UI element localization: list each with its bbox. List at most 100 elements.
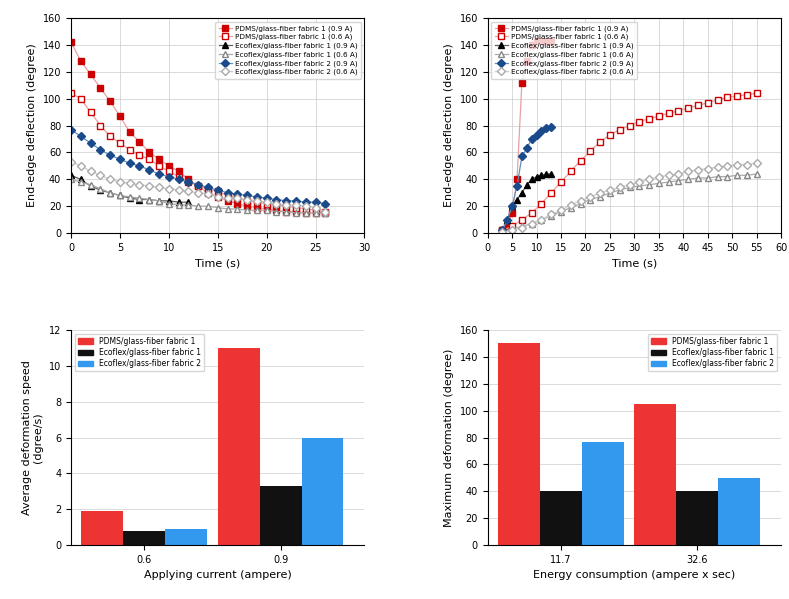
Ecoflex/glass-fiber fabric 1 (0.6 A) (615, 186, 624, 193)
Ecoflex/glass-fiber fabric 1 (0.9 A) (125, 195, 134, 202)
PDMS/glass-fiber fabric 1 (0.6 A) (752, 90, 761, 97)
Y-axis label: End-edge deflection (degree): End-edge deflection (degree) (28, 44, 37, 207)
PDMS/glass-fiber fabric 1 (0.9 A) (291, 208, 301, 215)
Line: Ecoflex/glass-fiber fabric 2 (0.9 A): Ecoflex/glass-fiber fabric 2 (0.9 A) (499, 124, 554, 233)
PDMS/glass-fiber fabric 1 (0.6 A) (222, 192, 232, 199)
Ecoflex/glass-fiber fabric 1 (0.6 A) (164, 200, 174, 207)
Bar (81, 511, 123, 545)
Ecoflex/glass-fiber fabric 1 (0.6 A) (66, 176, 76, 183)
PDMS/glass-fiber fabric 1 (0.9 A) (507, 210, 517, 217)
Ecoflex/glass-fiber fabric 1 (0.9 A) (522, 181, 532, 188)
Ecoflex/glass-fiber fabric 2 (0.9 A) (291, 197, 301, 204)
Ecoflex/glass-fiber fabric 2 (0.9 A) (242, 192, 252, 199)
Ecoflex/glass-fiber fabric 1 (0.9 A) (537, 172, 546, 179)
PDMS/glass-fiber fabric 1 (0.9 A) (517, 79, 526, 86)
PDMS/glass-fiber fabric 1 (0.6 A) (144, 156, 154, 163)
Ecoflex/glass-fiber fabric 2 (0.6 A) (703, 165, 712, 172)
PDMS/glass-fiber fabric 1 (0.9 A) (193, 183, 203, 190)
Ecoflex/glass-fiber fabric 1 (0.6 A) (732, 172, 742, 179)
Ecoflex/glass-fiber fabric 1 (0.6 A) (184, 201, 193, 208)
PDMS/glass-fiber fabric 1 (0.6 A) (320, 208, 330, 215)
Ecoflex/glass-fiber fabric 2 (0.9 A) (311, 199, 320, 206)
PDMS/glass-fiber fabric 1 (0.9 A) (233, 200, 242, 207)
Ecoflex/glass-fiber fabric 2 (0.6 A) (596, 189, 605, 196)
PDMS/glass-fiber fabric 1 (0.9 A) (242, 202, 252, 210)
Ecoflex/glass-fiber fabric 1 (0.9 A) (115, 192, 125, 199)
PDMS/glass-fiber fabric 1 (0.6 A) (537, 200, 546, 207)
Ecoflex/glass-fiber fabric 2 (0.6 A) (723, 162, 732, 170)
Ecoflex/glass-fiber fabric 1 (0.9 A) (532, 173, 541, 180)
PDMS/glass-fiber fabric 1 (0.9 A) (86, 71, 95, 78)
PDMS/glass-fiber fabric 1 (0.6 A) (507, 223, 517, 230)
Ecoflex/glass-fiber fabric 2 (0.6 A) (115, 179, 125, 186)
Ecoflex/glass-fiber fabric 2 (0.9 A) (271, 196, 281, 203)
Ecoflex/glass-fiber fabric 2 (0.6 A) (233, 195, 242, 202)
Ecoflex/glass-fiber fabric 2 (0.9 A) (174, 176, 183, 183)
Ecoflex/glass-fiber fabric 1 (0.6 A) (507, 225, 517, 232)
Bar (540, 491, 582, 545)
Ecoflex/glass-fiber fabric 2 (0.9 A) (532, 131, 541, 138)
PDMS/glass-fiber fabric 1 (0.9 A) (541, 37, 551, 44)
PDMS/glass-fiber fabric 1 (0.6 A) (703, 99, 712, 106)
PDMS/glass-fiber fabric 1 (0.9 A) (503, 223, 512, 230)
Ecoflex/glass-fiber fabric 1 (0.6 A) (703, 174, 712, 181)
Ecoflex/glass-fiber fabric 1 (0.9 A) (527, 176, 537, 183)
Ecoflex/glass-fiber fabric 2 (0.6 A) (556, 207, 566, 214)
PDMS/glass-fiber fabric 1 (0.6 A) (634, 118, 644, 125)
PDMS/glass-fiber fabric 1 (0.6 A) (694, 102, 703, 109)
Ecoflex/glass-fiber fabric 1 (0.6 A) (596, 193, 605, 201)
PDMS/glass-fiber fabric 1 (0.9 A) (311, 210, 320, 217)
PDMS/glass-fiber fabric 1 (0.9 A) (320, 210, 330, 217)
Ecoflex/glass-fiber fabric 2 (0.6 A) (634, 179, 644, 186)
Ecoflex/glass-fiber fabric 1 (0.6 A) (605, 189, 615, 196)
Ecoflex/glass-fiber fabric 2 (0.9 A) (301, 199, 311, 206)
Ecoflex/glass-fiber fabric 1 (0.9 A) (76, 176, 85, 183)
Ecoflex/glass-fiber fabric 1 (0.6 A) (664, 179, 673, 186)
Ecoflex/glass-fiber fabric 1 (0.9 A) (184, 199, 193, 206)
Line: PDMS/glass-fiber fabric 1 (0.9 A): PDMS/glass-fiber fabric 1 (0.9 A) (68, 40, 328, 216)
Ecoflex/glass-fiber fabric 1 (0.9 A) (106, 189, 115, 196)
Y-axis label: Maximum deformation (degree): Maximum deformation (degree) (444, 349, 454, 527)
Line: PDMS/glass-fiber fabric 1 (0.6 A): PDMS/glass-fiber fabric 1 (0.6 A) (499, 90, 760, 233)
Ecoflex/glass-fiber fabric 2 (0.6 A) (213, 193, 222, 201)
PDMS/glass-fiber fabric 1 (0.6 A) (498, 227, 507, 234)
Ecoflex/glass-fiber fabric 1 (0.6 A) (742, 172, 752, 179)
Ecoflex/glass-fiber fabric 2 (0.6 A) (654, 173, 664, 180)
Ecoflex/glass-fiber fabric 1 (0.6 A) (634, 183, 644, 190)
Ecoflex/glass-fiber fabric 2 (0.6 A) (615, 184, 624, 191)
Ecoflex/glass-fiber fabric 2 (0.9 A) (106, 152, 115, 159)
Bar (582, 441, 624, 545)
Ecoflex/glass-fiber fabric 1 (0.9 A) (66, 172, 76, 179)
Ecoflex/glass-fiber fabric 2 (0.9 A) (115, 156, 125, 163)
Y-axis label: Average deformation speed
(dgree/s): Average deformation speed (dgree/s) (22, 360, 43, 515)
Ecoflex/glass-fiber fabric 2 (0.9 A) (155, 170, 164, 177)
Ecoflex/glass-fiber fabric 1 (0.6 A) (262, 207, 271, 214)
Ecoflex/glass-fiber fabric 2 (0.9 A) (233, 190, 242, 198)
Ecoflex/glass-fiber fabric 1 (0.6 A) (654, 180, 664, 187)
Ecoflex/glass-fiber fabric 1 (0.6 A) (694, 174, 703, 181)
PDMS/glass-fiber fabric 1 (0.9 A) (155, 156, 164, 163)
Line: Ecoflex/glass-fiber fabric 1 (0.9 A): Ecoflex/glass-fiber fabric 1 (0.9 A) (499, 171, 554, 233)
Ecoflex/glass-fiber fabric 1 (0.6 A) (115, 192, 125, 199)
Ecoflex/glass-fiber fabric 1 (0.6 A) (712, 173, 722, 180)
PDMS/glass-fiber fabric 1 (0.6 A) (615, 126, 624, 133)
PDMS/glass-fiber fabric 1 (0.9 A) (301, 210, 311, 217)
Ecoflex/glass-fiber fabric 1 (0.9 A) (135, 196, 144, 203)
PDMS/glass-fiber fabric 1 (0.9 A) (512, 176, 522, 183)
Ecoflex/glass-fiber fabric 2 (0.6 A) (222, 195, 232, 202)
Ecoflex/glass-fiber fabric 2 (0.6 A) (301, 202, 311, 210)
PDMS/glass-fiber fabric 1 (0.6 A) (86, 108, 95, 116)
Ecoflex/glass-fiber fabric 2 (0.9 A) (86, 140, 95, 147)
Ecoflex/glass-fiber fabric 1 (0.9 A) (164, 197, 174, 204)
PDMS/glass-fiber fabric 1 (0.9 A) (547, 37, 556, 44)
Ecoflex/glass-fiber fabric 2 (0.6 A) (242, 196, 252, 203)
X-axis label: Applying current (ampere): Applying current (ampere) (144, 570, 292, 580)
Ecoflex/glass-fiber fabric 2 (0.9 A) (522, 145, 532, 152)
Ecoflex/glass-fiber fabric 1 (0.6 A) (625, 184, 634, 191)
Line: Ecoflex/glass-fiber fabric 2 (0.6 A): Ecoflex/glass-fiber fabric 2 (0.6 A) (68, 159, 328, 214)
Ecoflex/glass-fiber fabric 1 (0.9 A) (86, 183, 95, 190)
Ecoflex/glass-fiber fabric 2 (0.6 A) (517, 224, 526, 231)
Ecoflex/glass-fiber fabric 1 (0.6 A) (95, 185, 105, 192)
Ecoflex/glass-fiber fabric 2 (0.9 A) (125, 159, 134, 167)
Ecoflex/glass-fiber fabric 2 (0.6 A) (732, 161, 742, 168)
